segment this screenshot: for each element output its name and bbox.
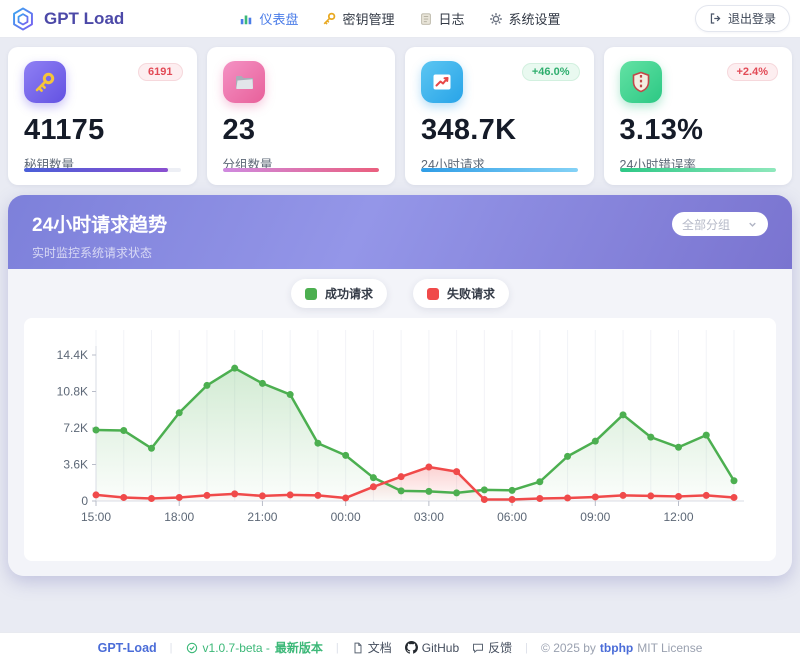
feedback-label: 反馈 [488,641,513,655]
folder-tile-icon [222,61,265,103]
document-icon [352,642,364,654]
legend-failure[interactable]: 失败请求 [413,279,510,308]
stat-card-error-rate: +2.4% 3.13% 24小时错误率 [603,47,792,185]
group-filter-select[interactable]: 全部分组 [672,212,768,236]
requests-count: 348.7K [421,114,517,146]
nav-label: 系统设置 [508,12,561,27]
nav-item-logs[interactable]: 日志 [419,9,465,28]
chevron-down-icon [747,219,758,230]
version-text: v1.0.7-beta - [202,640,270,655]
svg-text:3.6K: 3.6K [63,458,88,472]
logout-icon [709,12,722,25]
brand: GPT Load [10,6,239,32]
shield-tile-icon [619,61,662,103]
error-rate-value: 3.13% [619,114,704,146]
stat-card-keys: 6191 41175 秘钥数量 [8,47,197,185]
bar-chart-icon [239,12,253,26]
footer-version: v1.0.7-beta - 最新版本 [186,639,323,656]
keys-progress-bar [24,168,181,172]
stats-row: 6191 41175 秘钥数量 23 分组数量 [8,47,792,185]
svg-text:7.2K: 7.2K [63,421,88,435]
svg-text:0: 0 [81,494,88,508]
trend-chart[interactable]: 0 3.6K 7.2K 10.8K 14.4K 15:00 18:00 21:00 00:00 0… [24,318,776,561]
chart-legend: 成功请求 失败请求 [24,279,776,308]
error-rate-badge: +2.4% [726,63,778,81]
legend-success[interactable]: 成功请求 [290,279,387,308]
key-icon [322,12,336,26]
svg-text:03:00: 03:00 [414,510,444,524]
trend-panel: 24小时请求趋势 实时监控系统请求状态 全部分组 成功请求 失败请 [8,195,792,576]
legend-success-label: 成功请求 [324,287,373,301]
key-tile-icon [24,61,66,103]
failure-swatch [427,287,439,300]
nav-item-dashboard[interactable]: 仪表盘 [239,9,298,28]
svg-text:18:00: 18:00 [164,510,194,524]
github-label: GitHub [421,640,460,655]
requests-badge: +46.0% [521,63,580,81]
navbar: GPT Load 仪表盘 密钥管理 [0,0,800,38]
feedback-link[interactable]: 反馈 [472,639,512,656]
logout-label: 退出登录 [727,12,776,26]
groups-count: 23 [222,114,256,146]
nav-item-settings[interactable]: 系统设置 [489,9,561,28]
footer: GPT-Load | v1.0.7-beta - 最新版本 | 文档 GitHu… [0,632,800,662]
main-content: 6191 41175 秘钥数量 23 分组数量 [0,38,800,632]
nav-label: 日志 [438,12,465,27]
nav-item-keys[interactable]: 密钥管理 [322,9,395,28]
svg-text:15:00: 15:00 [81,510,111,524]
navbar-right: 退出登录 [561,5,790,32]
svg-text:10.8K: 10.8K [57,385,88,399]
copyright-author: tbphp [599,640,634,655]
copyright-prefix: © 2025 by [541,640,596,655]
trend-subtitle: 实时监控系统请求状态 [32,246,153,260]
github-icon [404,641,418,654]
svg-text:06:00: 06:00 [497,510,527,524]
legend-failure-label: 失败请求 [447,287,496,301]
check-circle-icon [186,642,198,654]
group-filter-value: 全部分组 [682,217,731,232]
logout-button[interactable]: 退出登录 [694,5,790,32]
footer-brand: GPT-Load [97,640,157,655]
divider: | [335,641,339,654]
feedback-icon [472,642,484,654]
logo-icon [10,6,36,32]
groups-progress-bar [222,168,379,172]
main-nav: 仪表盘 密钥管理 日志 [239,9,561,28]
docs-link[interactable]: 文档 [352,639,392,656]
keys-count: 41175 [24,114,105,146]
divider: | [169,641,173,654]
stat-card-groups: 23 分组数量 [206,47,395,185]
svg-text:21:00: 21:00 [247,510,277,524]
svg-text:12:00: 12:00 [664,510,694,524]
svg-text:09:00: 09:00 [580,510,610,524]
nav-label: 密钥管理 [342,12,395,27]
docs-label: 文档 [367,641,392,655]
chart-up-tile-icon [421,61,463,103]
divider: | [525,641,529,654]
nav-label: 仪表盘 [259,12,299,27]
brand-name: GPT Load [44,8,125,28]
stat-card-requests: +46.0% 348.7K 24小时请求 [405,47,594,185]
trend-title: 24小时请求趋势 [32,215,168,236]
copyright: © 2025 by tbphp MIT License [541,641,702,655]
trend-panel-body: 成功请求 失败请求 0 3.6K 7.2K 10.8K 14.4K 15:00 18:00 2… [8,269,792,576]
error-rate-progress-bar [619,168,776,172]
svg-text:00:00: 00:00 [331,510,361,524]
gear-icon [489,12,503,26]
trend-panel-header: 24小时请求趋势 实时监控系统请求状态 全部分组 [8,195,792,269]
github-link[interactable]: GitHub [404,640,460,655]
requests-progress-bar [421,168,578,172]
log-icon [419,12,433,26]
version-latest-tag: 最新版本 [274,641,323,655]
success-swatch [304,287,317,300]
license-label: MIT License [637,640,703,655]
svg-text:14.4K: 14.4K [57,348,88,362]
keys-badge: 6191 [138,63,183,81]
